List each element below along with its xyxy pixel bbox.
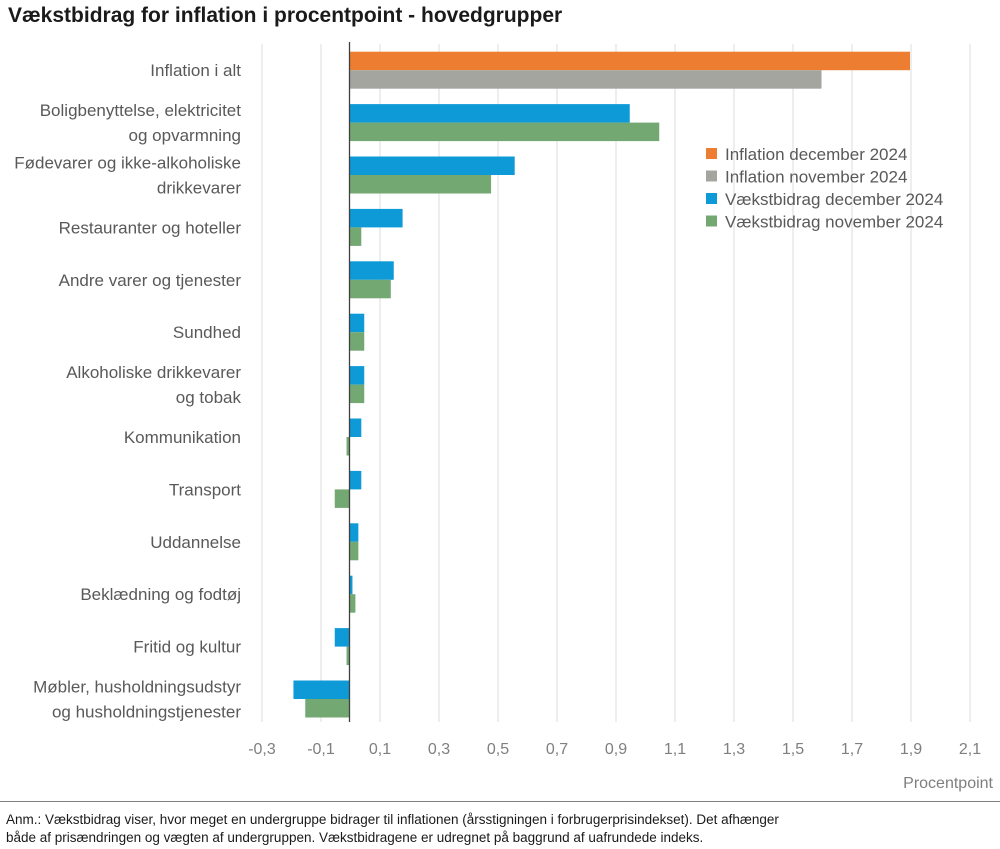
bar-vækstbidrag-november-2024 xyxy=(305,699,350,718)
bar-vækstbidrag-november-2024 xyxy=(349,594,356,613)
footnote: Anm.: Vækstbidrag viser, hvor meget en u… xyxy=(6,811,981,847)
bar-vækstbidrag-november-2024 xyxy=(349,279,391,299)
bar-vækstbidrag-december-2024 xyxy=(334,628,350,647)
bar-inflation-november-2024 xyxy=(349,70,822,89)
x-tick-label: -0,3 xyxy=(248,741,276,758)
bar-vækstbidrag-december-2024 xyxy=(293,680,350,699)
bar-vækstbidrag-november-2024 xyxy=(346,646,350,666)
category-label: Inflation i alt xyxy=(150,61,241,80)
bar-vækstbidrag-november-2024 xyxy=(349,227,362,246)
bar-vækstbidrag-november-2024 xyxy=(349,122,660,142)
x-tick-label: 0,9 xyxy=(605,741,627,758)
chart-title: Vækstbidrag for inflation i procentpoint… xyxy=(8,4,563,27)
bar-vækstbidrag-december-2024 xyxy=(349,366,365,385)
category-label: drikkevarer xyxy=(157,179,241,198)
footnote-line-1: Anm.: Vækstbidrag viser, hvor meget en u… xyxy=(6,812,779,827)
category-label: Kommunikation xyxy=(124,428,241,447)
category-label: Møbler, husholdningsudstyr xyxy=(33,678,241,697)
chart-area: -0,3 -0,1 0,1 0,3 0,5 0,7 0,9 1,1 1,3 1,5 1,7 1,9 2,… xyxy=(14,42,994,792)
category-label: Alkoholiske drikkevarer xyxy=(66,363,241,382)
x-axis-label: Procentpoint xyxy=(903,775,993,792)
category-label: og husholdningstjenester xyxy=(52,703,241,722)
category-label: Fritid og kultur xyxy=(133,638,241,657)
category-label: Restauranter og hoteller xyxy=(59,218,242,237)
bar-vækstbidrag-november-2024 xyxy=(334,489,350,508)
bar-vækstbidrag-november-2024 xyxy=(349,175,492,194)
bar-vækstbidrag-december-2024 xyxy=(349,470,362,490)
bar-vækstbidrag-december-2024 xyxy=(349,104,630,123)
bar-vækstbidrag-november-2024 xyxy=(349,541,359,561)
x-tick-label: 1,1 xyxy=(664,741,686,758)
legend-swatch xyxy=(706,148,717,159)
bar-inflation-december-2024 xyxy=(349,51,910,71)
category-label: Transport xyxy=(169,480,241,499)
legend-label: Vækstbidrag november 2024 xyxy=(725,213,943,232)
x-tick-label: 0,3 xyxy=(428,741,450,758)
x-tick-label: 1,7 xyxy=(841,741,863,758)
bar-vækstbidrag-december-2024 xyxy=(349,156,515,175)
bar-vækstbidrag-december-2024 xyxy=(349,575,353,595)
bar-vækstbidrag-december-2024 xyxy=(349,418,362,437)
bar-vækstbidrag-december-2024 xyxy=(349,208,403,228)
category-label: og tobak xyxy=(176,388,242,407)
bar-vækstbidrag-december-2024 xyxy=(349,523,359,542)
legend-swatch xyxy=(706,170,717,182)
x-tick-label: 1,3 xyxy=(723,741,745,758)
category-label: og opvarmning xyxy=(129,126,241,145)
x-tick-label: 0,7 xyxy=(546,741,568,758)
category-label: Boligbenyttelse, elektricitet xyxy=(40,101,242,120)
footnote-line-2: både af prisændringen og vægten af under… xyxy=(6,830,704,845)
x-tick-label: 1,9 xyxy=(900,741,922,758)
bar-vækstbidrag-november-2024 xyxy=(349,332,365,351)
legend-label: Inflation november 2024 xyxy=(725,168,907,187)
note-divider xyxy=(0,801,1000,802)
x-tick-label: 0,5 xyxy=(487,741,509,758)
bar-vækstbidrag-november-2024 xyxy=(346,437,350,456)
category-label: Beklædning og fodtøj xyxy=(80,585,241,604)
category-label: Andre varer og tjenester xyxy=(59,271,242,290)
category-label: Fødevarer og ikke-alkoholiske xyxy=(14,154,241,173)
x-tick-label: 0,1 xyxy=(369,741,391,758)
legend-swatch xyxy=(706,193,717,204)
bar-vækstbidrag-november-2024 xyxy=(349,384,365,404)
x-tick-label: -0,1 xyxy=(307,741,335,758)
bar-vækstbidrag-december-2024 xyxy=(349,261,394,280)
legend-swatch xyxy=(706,215,717,227)
legend-label: Vækstbidrag december 2024 xyxy=(725,190,943,209)
x-tick-label: 1,5 xyxy=(782,741,804,758)
legend-label: Inflation december 2024 xyxy=(725,145,907,164)
category-label: Sundhed xyxy=(173,323,241,342)
category-label: Uddannelse xyxy=(150,533,241,552)
x-tick-label: 2,1 xyxy=(959,741,981,758)
bar-vækstbidrag-december-2024 xyxy=(349,313,365,333)
